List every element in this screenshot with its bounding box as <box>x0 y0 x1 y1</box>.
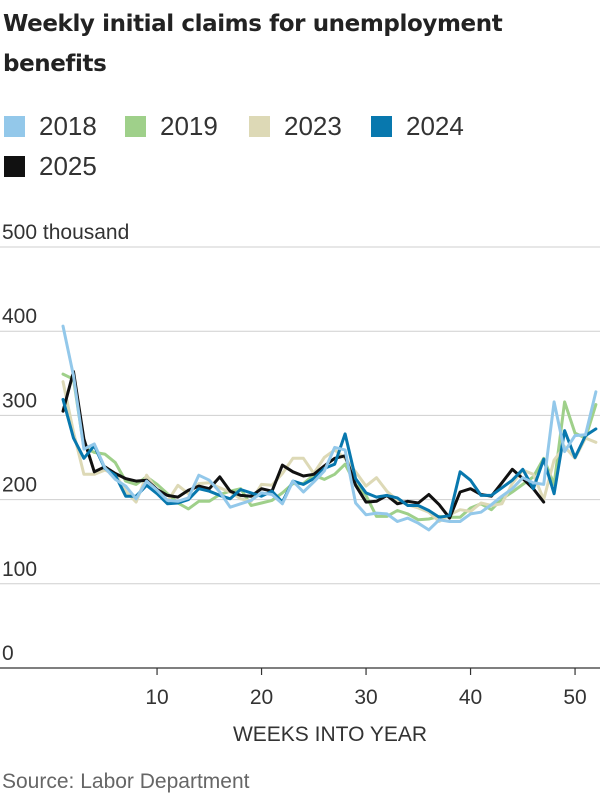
legend-swatch-2025 <box>4 155 25 177</box>
legend-label-2019: 2019 <box>160 110 218 141</box>
legend-label-2023: 2023 <box>284 110 342 141</box>
x-tick-label: 40 <box>459 686 482 709</box>
series-line-2019 <box>61 372 598 522</box>
chart-title: Weekly initial claims for unemployment b… <box>3 11 503 77</box>
x-tick-label: 10 <box>145 686 168 709</box>
legend-label-2024: 2024 <box>406 110 464 141</box>
legend-item-2018: 2018 <box>4 108 97 144</box>
x-tick-label: 50 <box>563 686 586 709</box>
y-tick-label: 500 thousand <box>2 221 129 244</box>
legend-label-2025: 2025 <box>39 150 97 181</box>
y-tick-label: 300 <box>2 389 37 412</box>
legend-swatch-2024 <box>371 115 392 137</box>
x-tick-label: 30 <box>354 686 377 709</box>
y-tick-label: 100 <box>2 558 37 581</box>
legend-item-2025: 2025 <box>4 148 97 184</box>
series-line-2025 <box>61 370 546 520</box>
x-tick-label: 20 <box>250 686 273 709</box>
source-note: Source: Labor Department <box>2 770 250 793</box>
y-tick-label: 200 <box>2 474 37 497</box>
legend-item-2023: 2023 <box>249 108 342 144</box>
legend-label-2018: 2018 <box>39 110 97 141</box>
legend-swatch-2018 <box>4 115 25 137</box>
series-line-2024 <box>61 397 598 519</box>
series-line-2018 <box>61 324 598 532</box>
x-axis-title: WEEKS INTO YEAR <box>233 723 427 746</box>
legend-item-2024: 2024 <box>371 108 464 144</box>
legend-swatch-2023 <box>249 115 270 137</box>
series-line-2023 <box>61 380 598 523</box>
legend-item-2019: 2019 <box>125 108 218 144</box>
legend-swatch-2019 <box>125 115 146 137</box>
y-tick-label: 0 <box>2 642 14 665</box>
y-tick-label: 400 <box>2 305 37 328</box>
